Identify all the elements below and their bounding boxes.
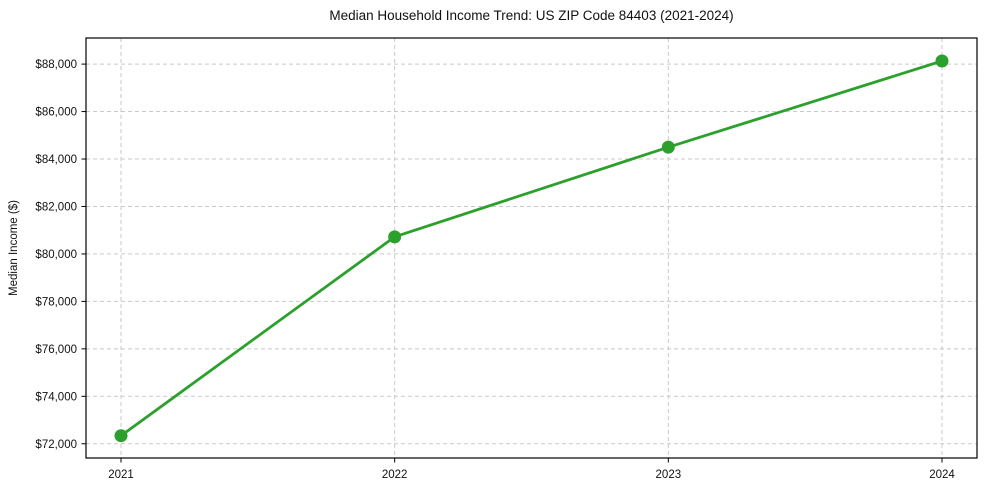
y-tick-label: $82,000: [35, 201, 77, 213]
plot-frame: [85, 37, 978, 459]
y-tick-label: $84,000: [35, 154, 77, 166]
x-tick-label: 2023: [656, 469, 682, 481]
x-tick-label: 2022: [382, 469, 408, 481]
y-tick-label: $86,000: [35, 107, 77, 119]
y-tick-label: $80,000: [35, 249, 77, 261]
x-tick-label: 2024: [929, 469, 955, 481]
y-tick-label: $74,000: [35, 391, 77, 403]
data-point-marker: [661, 140, 675, 154]
data-point-marker: [114, 429, 128, 443]
y-tick-label: $88,000: [35, 59, 77, 71]
chart-title: Median Household Income Trend: US ZIP Co…: [329, 8, 734, 23]
y-tick-label: $78,000: [35, 296, 77, 308]
y-tick-label: $72,000: [35, 439, 77, 451]
y-tick-label: $76,000: [35, 344, 77, 356]
x-tick-label: 2021: [108, 469, 134, 481]
trend-line: [119, 59, 944, 438]
data-point-marker: [935, 54, 949, 68]
data-point-marker: [388, 230, 402, 244]
